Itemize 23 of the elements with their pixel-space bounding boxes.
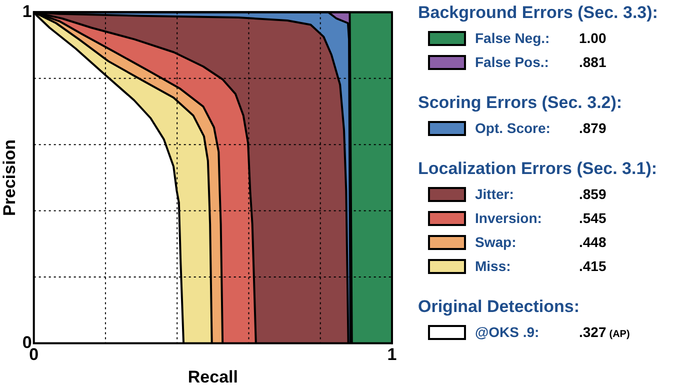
x-axis-title: Recall xyxy=(188,367,238,386)
text: .327 xyxy=(579,324,606,340)
text: (AP) xyxy=(609,329,630,340)
text: Localization Errors (Sec. 3.1): xyxy=(418,158,658,180)
legend-label: False Neg.: xyxy=(475,30,551,46)
text: .545 xyxy=(579,210,606,226)
legend-label: Jitter: xyxy=(475,186,515,202)
text: .859 xyxy=(579,186,606,202)
legend-label: False Pos.: xyxy=(475,54,550,70)
legend-label: Inversion: xyxy=(475,210,543,226)
text: .415 xyxy=(579,258,606,274)
y-axis-title: Precision xyxy=(0,139,19,216)
text: Background Errors (Sec. 3.3): xyxy=(418,2,659,24)
legend-label: @OKS .9: xyxy=(475,324,540,340)
legend-label: Opt. Score: xyxy=(475,120,552,136)
text: .448 xyxy=(579,234,606,250)
text: Original Detections: xyxy=(418,296,581,318)
text: .881 xyxy=(579,54,606,70)
text: 1.00 xyxy=(579,30,606,46)
legend-label: Swap: xyxy=(475,234,518,250)
text: .879 xyxy=(579,120,606,136)
legend-label: Miss: xyxy=(475,258,512,274)
text: Scoring Errors (Sec. 3.2): xyxy=(418,92,624,114)
